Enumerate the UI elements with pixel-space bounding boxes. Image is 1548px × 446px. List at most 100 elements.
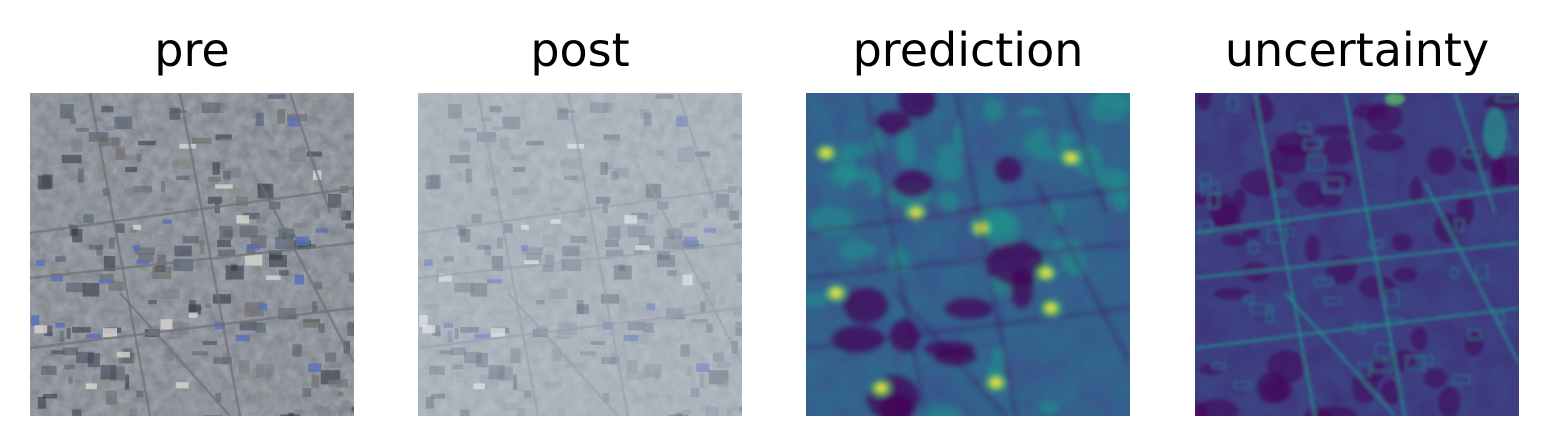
activation-blob [1018, 107, 1045, 116]
building [114, 116, 133, 130]
building [102, 188, 110, 197]
building [422, 303, 439, 310]
building [303, 318, 321, 323]
prediction-heatmap [806, 93, 1130, 416]
building-outline [1370, 359, 1392, 373]
white-roof [624, 215, 638, 224]
edge-trace [1453, 93, 1497, 214]
white-roof [160, 319, 173, 330]
building [258, 392, 271, 400]
building [602, 203, 608, 214]
building [129, 408, 138, 416]
road-trace [1034, 182, 1130, 364]
building [458, 117, 465, 124]
building [512, 187, 529, 196]
building [644, 183, 659, 191]
building [345, 223, 354, 229]
building [726, 203, 735, 218]
building [540, 266, 560, 280]
building [75, 127, 89, 132]
road [418, 186, 742, 235]
building [207, 196, 223, 204]
building [553, 207, 562, 212]
building [460, 327, 479, 333]
road [418, 306, 742, 350]
low-uncertainty [1314, 124, 1356, 137]
building [595, 196, 611, 204]
building [542, 265, 554, 273]
building [288, 412, 295, 416]
building [626, 371, 644, 381]
low-uncertainty [1221, 233, 1248, 247]
building [733, 105, 742, 118]
building [105, 126, 115, 132]
building [83, 214, 94, 224]
panel-title-uncertainty: uncertainty [1224, 23, 1490, 77]
building [298, 366, 304, 376]
low-uncertainty [1240, 168, 1284, 197]
white-roof [266, 275, 281, 280]
building [456, 375, 461, 384]
building [331, 293, 337, 305]
building [55, 256, 66, 262]
activation-blob [1063, 134, 1077, 143]
building [724, 174, 734, 184]
activation-blob [935, 151, 964, 182]
building [602, 102, 613, 113]
building [202, 341, 217, 345]
building [106, 390, 117, 405]
building [562, 245, 580, 257]
building [345, 105, 354, 118]
building [559, 109, 575, 114]
building [174, 245, 192, 257]
building-outline [1419, 355, 1434, 365]
building [691, 318, 709, 323]
hotspot-core [831, 289, 841, 297]
building-outline [1275, 189, 1288, 197]
building [526, 140, 544, 146]
building [156, 381, 174, 389]
building [243, 212, 260, 220]
building [631, 212, 648, 220]
building [164, 347, 174, 362]
blue-roof [162, 219, 172, 224]
building [100, 364, 117, 380]
building [524, 390, 532, 398]
building [726, 409, 732, 416]
building [566, 157, 581, 169]
building [488, 364, 505, 380]
building [699, 375, 708, 388]
building [454, 328, 459, 339]
building [306, 151, 322, 157]
building [706, 323, 713, 333]
building [643, 364, 662, 377]
building [133, 185, 152, 193]
building [630, 334, 649, 345]
building [739, 406, 742, 412]
blue-roof [98, 279, 115, 284]
activation-blob [806, 182, 823, 209]
building [289, 147, 307, 163]
building [656, 150, 664, 157]
blue-roof [696, 363, 710, 372]
building [239, 225, 258, 238]
building [269, 250, 283, 260]
building [596, 176, 610, 182]
building [657, 201, 669, 210]
building [136, 154, 142, 163]
white-roof [524, 260, 539, 265]
building [352, 195, 354, 210]
activation-blob [865, 148, 901, 175]
building [171, 109, 187, 114]
building [680, 222, 695, 229]
low-uncertainty [1352, 104, 1387, 120]
building [424, 182, 432, 190]
building [232, 187, 246, 196]
activation-blob [897, 130, 917, 166]
building [125, 166, 138, 173]
building [214, 203, 220, 214]
building [292, 344, 302, 357]
building-outline [1367, 239, 1384, 249]
road [507, 292, 619, 416]
building [690, 319, 708, 328]
